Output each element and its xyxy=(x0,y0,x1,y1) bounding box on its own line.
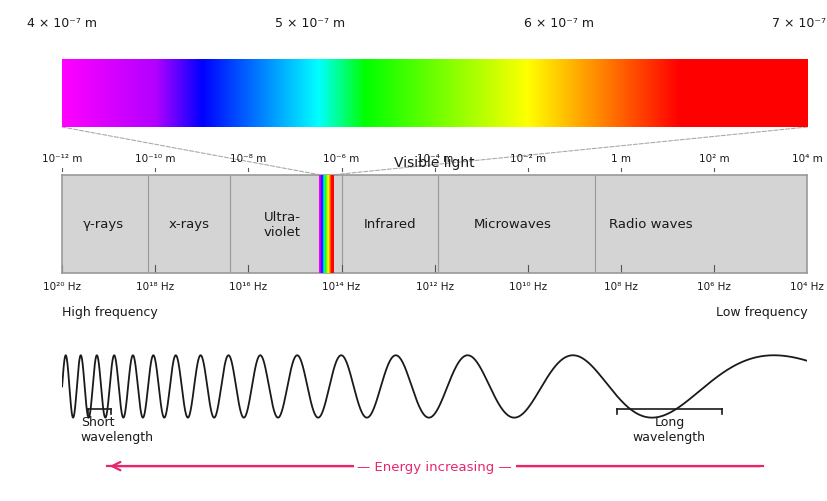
Text: 5 × 10⁻⁷ m: 5 × 10⁻⁷ m xyxy=(275,17,345,30)
Text: 10⁻¹² m: 10⁻¹² m xyxy=(42,154,82,164)
Text: 10¹⁴ Hz: 10¹⁴ Hz xyxy=(322,282,361,292)
Text: 10⁻⁴ m: 10⁻⁴ m xyxy=(416,154,452,164)
Text: Short
wavelength: Short wavelength xyxy=(81,415,154,443)
Text: 10⁶ Hz: 10⁶ Hz xyxy=(696,282,730,292)
Text: Infrared: Infrared xyxy=(363,218,416,230)
Text: Ultra-
violet: Ultra- violet xyxy=(263,210,300,238)
Text: 10²⁰ Hz: 10²⁰ Hz xyxy=(43,282,81,292)
Text: 10¹² Hz: 10¹² Hz xyxy=(415,282,453,292)
Text: Radio waves: Radio waves xyxy=(609,218,691,230)
Text: Long
wavelength: Long wavelength xyxy=(632,415,705,443)
Text: 10¹⁰ Hz: 10¹⁰ Hz xyxy=(508,282,547,292)
Text: — Energy increasing —: — Energy increasing — xyxy=(357,460,511,472)
Text: 10⁴ Hz: 10⁴ Hz xyxy=(790,282,823,292)
Text: 10⁻² m: 10⁻² m xyxy=(509,154,545,164)
Text: γ-rays: γ-rays xyxy=(83,218,123,230)
Text: 4 × 10⁻⁷ m: 4 × 10⁻⁷ m xyxy=(27,17,97,30)
Text: 7 × 10⁻⁷ m: 7 × 10⁻⁷ m xyxy=(772,17,827,30)
Text: 10⁻¹⁰ m: 10⁻¹⁰ m xyxy=(135,154,175,164)
Text: 10¹⁸ Hz: 10¹⁸ Hz xyxy=(136,282,174,292)
Text: 10⁻⁸ m: 10⁻⁸ m xyxy=(230,154,266,164)
Text: High frequency: High frequency xyxy=(62,306,158,318)
Text: 10⁸ Hz: 10⁸ Hz xyxy=(604,282,637,292)
Text: 10⁻⁶ m: 10⁻⁶ m xyxy=(323,154,359,164)
Text: 10¹⁶ Hz: 10¹⁶ Hz xyxy=(229,282,267,292)
Text: Low frequency: Low frequency xyxy=(715,306,806,318)
Text: 10⁴ m: 10⁴ m xyxy=(791,154,822,164)
Text: Visible light: Visible light xyxy=(394,156,475,170)
Text: 10² m: 10² m xyxy=(698,154,729,164)
Text: x-rays: x-rays xyxy=(168,218,209,230)
Text: 6 × 10⁻⁷ m: 6 × 10⁻⁷ m xyxy=(523,17,594,30)
Text: Microwaves: Microwaves xyxy=(473,218,552,230)
Text: 1 m: 1 m xyxy=(610,154,630,164)
